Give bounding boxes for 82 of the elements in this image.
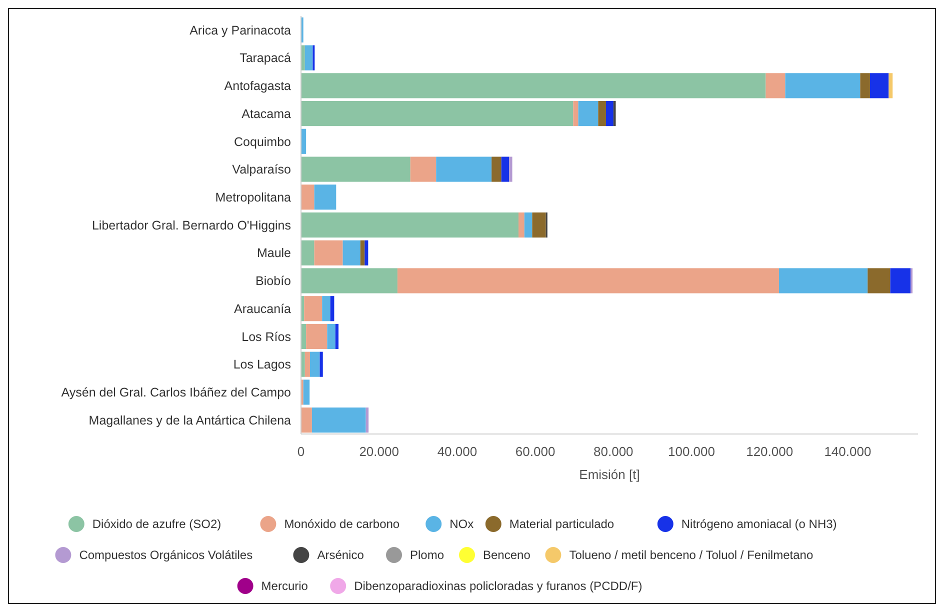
y-tick-label: Maule xyxy=(256,246,292,260)
legend-label: Monóxido de carbono xyxy=(284,517,400,532)
bar xyxy=(301,268,398,294)
bar xyxy=(509,156,512,182)
y-tick-label: Aysén del Gral. Carlos Ibáñez del Campo xyxy=(61,386,292,400)
x-tick-label: 20.000 xyxy=(359,444,399,459)
bar xyxy=(314,184,336,210)
bar xyxy=(342,240,360,266)
bar xyxy=(364,240,368,266)
y-tick-label: Libertador Gral. Bernardo O'Higgins xyxy=(92,218,291,232)
bar xyxy=(785,73,860,98)
y-tick-label: Arica y Parinacota xyxy=(190,23,292,38)
y-tick-label: Atacama xyxy=(242,106,292,121)
y-tick-label: Magallanes y de la Antártica Chilena xyxy=(88,413,292,428)
legend-label: Tolueno / metil benceno / Toluol / Fenilmetano xyxy=(569,548,814,562)
bar xyxy=(501,156,510,182)
x-tick-label: 120.000 xyxy=(746,444,794,459)
bar xyxy=(524,212,532,238)
x-tick-label: 80.000 xyxy=(594,444,634,459)
bar xyxy=(335,324,338,350)
bar xyxy=(397,268,779,294)
legend-label: Dibenzoparadioxinas policloradas y furanos (PCDD/F) xyxy=(354,579,642,594)
bar xyxy=(578,100,598,126)
bar xyxy=(301,408,312,433)
bar xyxy=(304,352,310,377)
bar xyxy=(766,73,786,98)
legend-label: Arsénico xyxy=(317,548,364,562)
y-tick-label: Metropolitana xyxy=(215,190,292,205)
y-tick-label: Coquimbo xyxy=(234,134,292,149)
y-tick-label: Los Lagos xyxy=(233,358,291,372)
bar xyxy=(492,156,502,182)
bar xyxy=(360,240,365,266)
bar xyxy=(868,268,890,294)
legend-label: NOx xyxy=(450,517,474,532)
bar xyxy=(301,184,314,210)
y-tick-label: Araucanía xyxy=(234,302,292,316)
bar xyxy=(327,324,336,350)
bar xyxy=(310,352,320,377)
bar xyxy=(573,100,578,126)
x-tick-label: 100.000 xyxy=(668,444,716,459)
y-tick-label: Valparaíso xyxy=(232,162,292,177)
legend-label: Nitrógeno amoniacal (o NH3) xyxy=(681,517,837,532)
legend-label: Plomo xyxy=(410,548,444,562)
legend-label: Material particulado xyxy=(509,517,614,532)
legend-label: Benceno xyxy=(483,548,531,562)
bar xyxy=(410,156,436,182)
x-axis-title: Emisión [t] xyxy=(579,467,640,482)
bar xyxy=(314,240,343,266)
bar xyxy=(301,156,410,182)
bar xyxy=(606,100,614,126)
bar xyxy=(322,296,330,322)
legend-label: Compuestos Orgánicos Volátiles xyxy=(79,548,253,562)
y-tick-label: Biobío xyxy=(256,274,292,288)
x-tick-label: 0 xyxy=(297,444,305,459)
legend-label: Dióxido de azufre (SO2) xyxy=(92,517,222,532)
bar xyxy=(436,156,492,182)
bar xyxy=(366,408,369,433)
bar xyxy=(312,408,366,433)
bar xyxy=(301,100,574,126)
y-tick-label: Antofagasta xyxy=(224,79,292,94)
bar xyxy=(304,45,313,70)
bar xyxy=(890,268,911,294)
y-tick-label: Tarapacá xyxy=(240,51,292,66)
legend-label: Mercurio xyxy=(261,579,308,594)
bar xyxy=(778,268,868,294)
bar xyxy=(320,352,323,377)
y-tick-label: Los Ríos xyxy=(242,330,291,344)
bar xyxy=(304,296,322,322)
bar xyxy=(301,240,314,266)
bar xyxy=(518,212,524,238)
bar xyxy=(301,212,519,238)
bar xyxy=(301,73,766,98)
bar xyxy=(870,73,889,98)
x-tick-label: 60.000 xyxy=(515,444,556,459)
bar xyxy=(532,212,546,238)
bar xyxy=(860,73,870,98)
x-tick-label: 40.000 xyxy=(437,444,478,459)
bar xyxy=(888,73,893,98)
x-tick-label: 140.000 xyxy=(824,444,872,459)
bar xyxy=(303,380,310,405)
bar xyxy=(306,324,328,350)
bar xyxy=(598,100,606,126)
